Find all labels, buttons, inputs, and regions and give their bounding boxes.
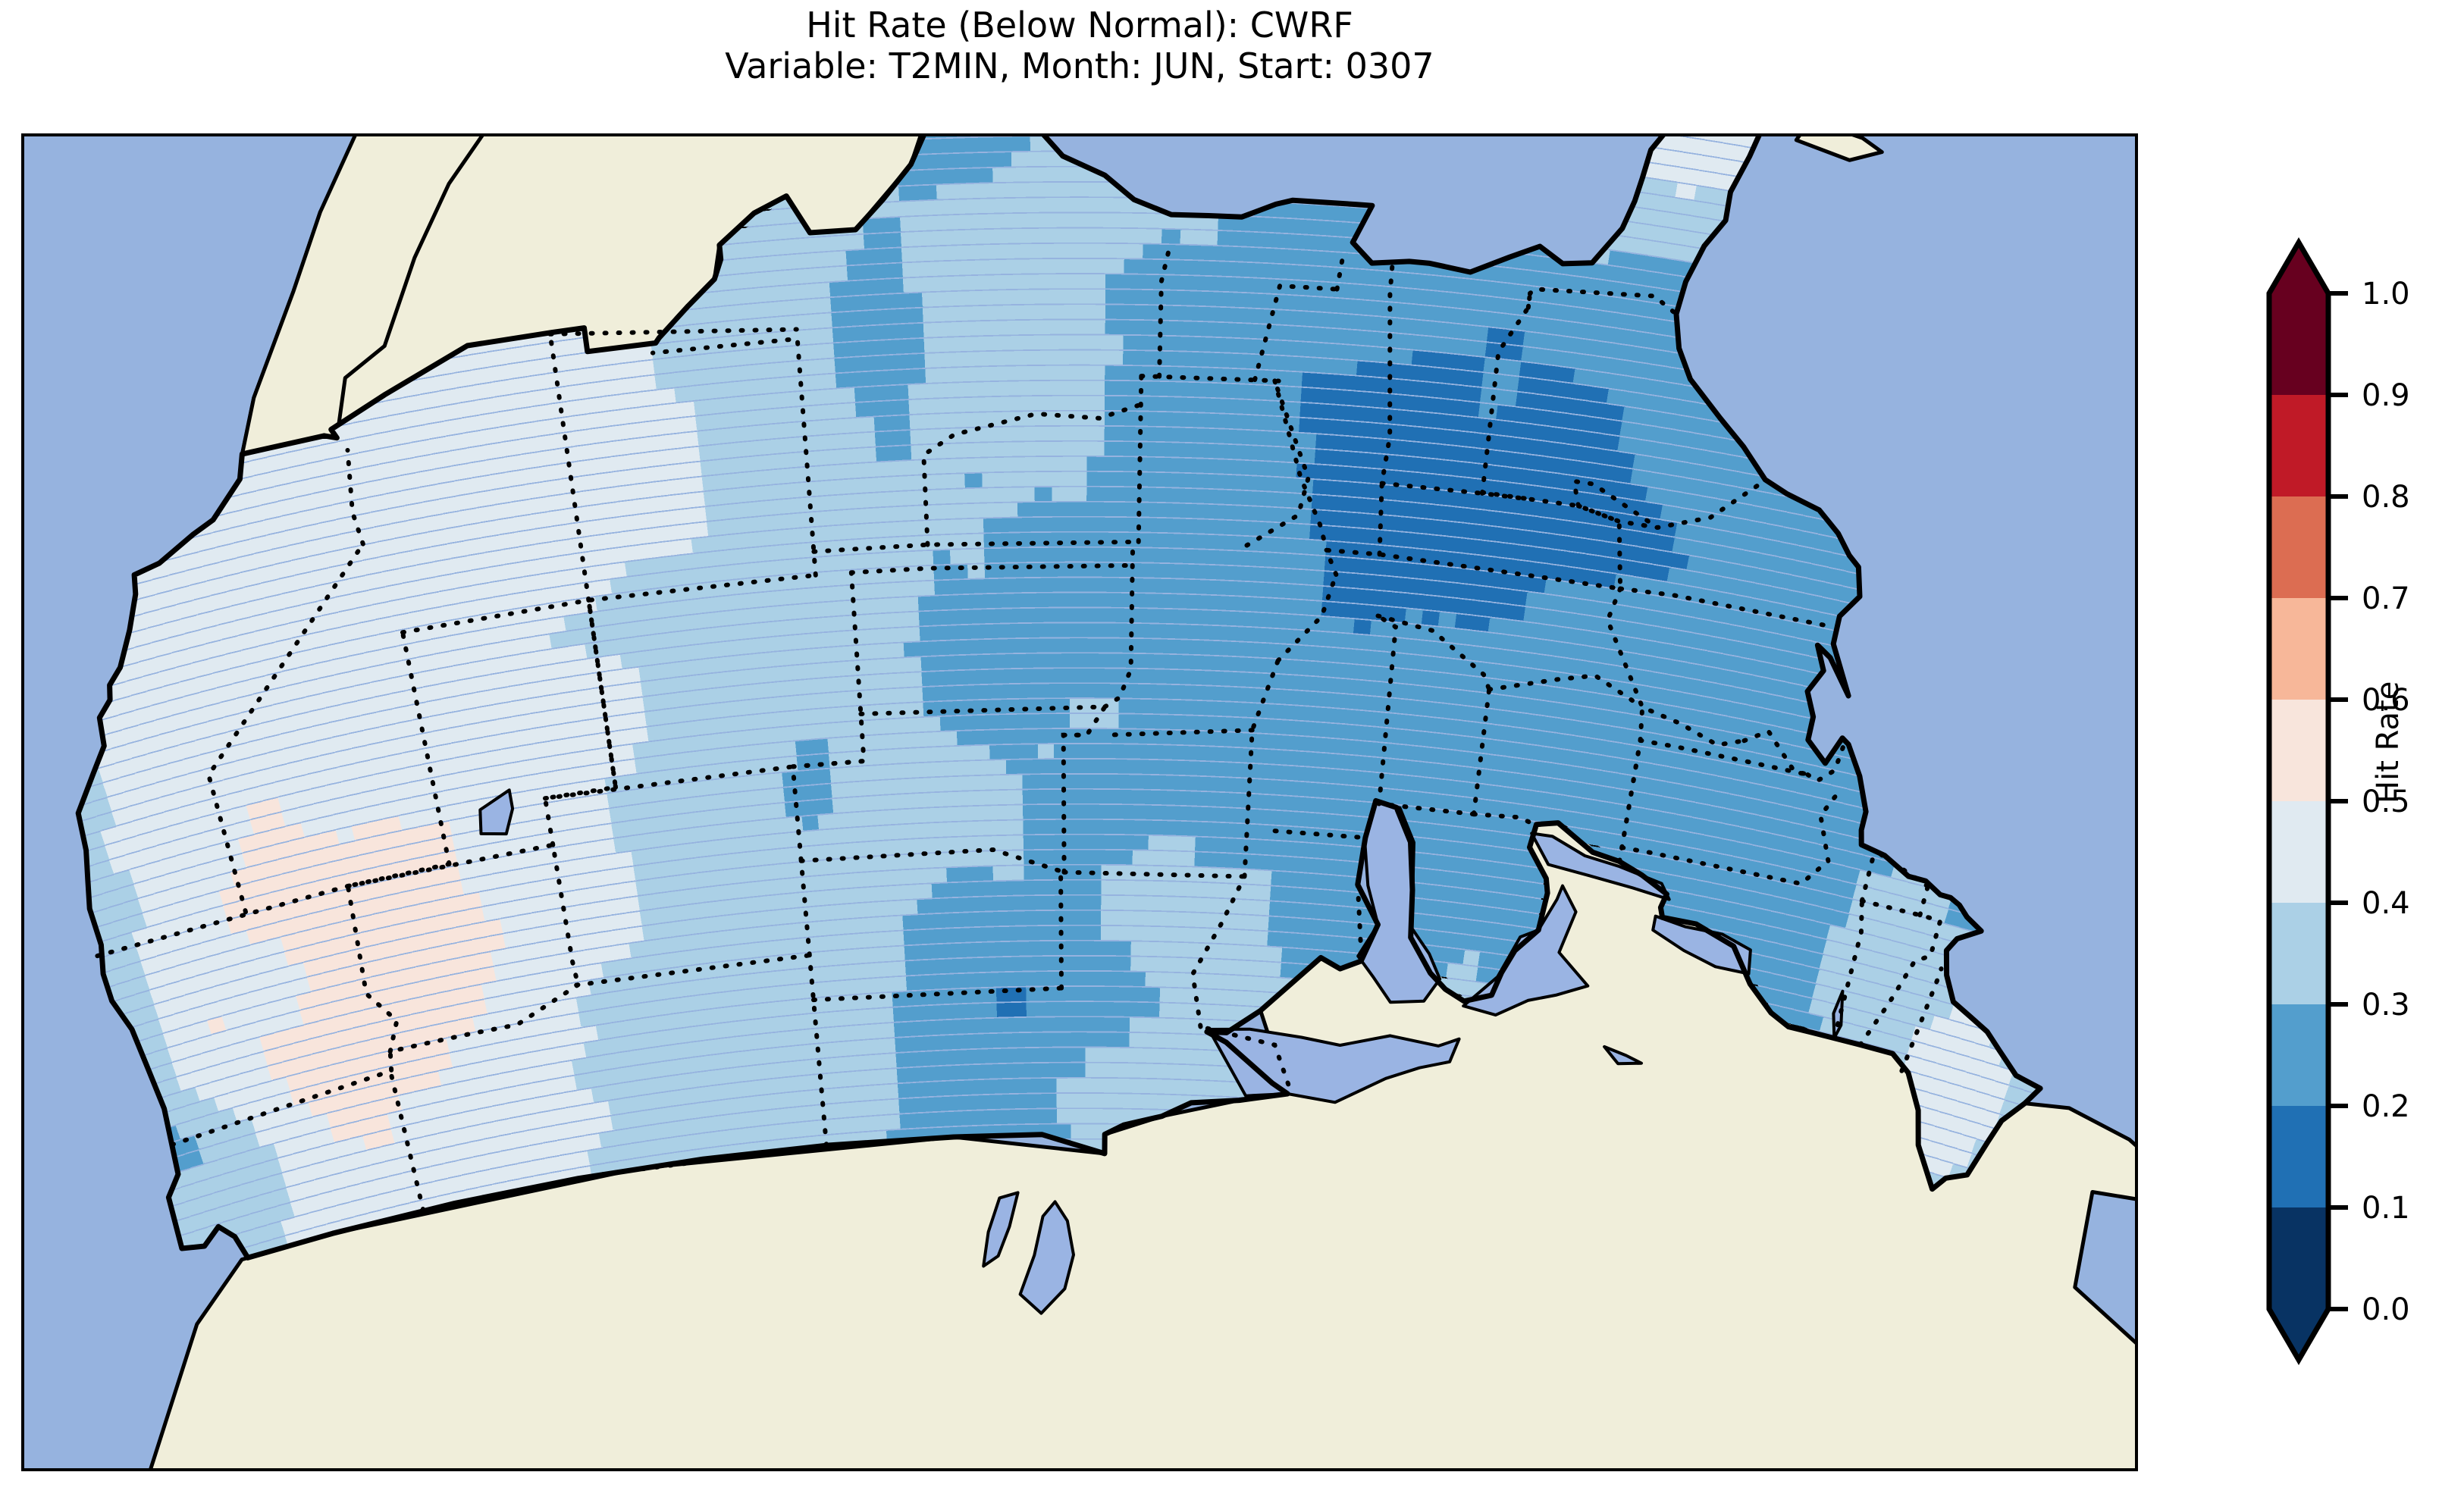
- colorbar-bins: [2269, 243, 2328, 1360]
- colorbar-label: Hit Rate: [2371, 681, 2406, 803]
- figure-title: Hit Rate (Below Normal): CWRF Variable: …: [0, 5, 2159, 86]
- svg-text:0.3: 0.3: [2362, 988, 2410, 1023]
- svg-text:0.6: 0.6: [2362, 683, 2410, 718]
- svg-text:0.4: 0.4: [2362, 886, 2410, 921]
- svg-text:0.7: 0.7: [2362, 581, 2410, 616]
- map-canvas: [24, 136, 2135, 1468]
- svg-text:0.2: 0.2: [2362, 1089, 2410, 1124]
- svg-text:0.5: 0.5: [2362, 785, 2410, 819]
- svg-text:0.1: 0.1: [2362, 1191, 2410, 1226]
- title-line-1: Hit Rate (Below Normal): CWRF: [806, 5, 1353, 45]
- state-boundaries: [95, 240, 1944, 1213]
- colorbar[interactable]: 1.0 0.9 0.8 0.7 0.6 0.5 0.4 0.3 0.2 0.1 0.0: [2263, 235, 2464, 1372]
- svg-text:0.9: 0.9: [2362, 378, 2410, 413]
- svg-text:1.0: 1.0: [2362, 277, 2410, 312]
- colorbar-ticks: 1.0 0.9 0.8 0.7 0.6 0.5 0.4 0.3 0.2 0.1 0.0: [2328, 277, 2410, 1327]
- title-line-2: Variable: T2MIN, Month: JUN, Start: 0307: [725, 45, 1434, 86]
- colorbar-svg[interactable]: 1.0 0.9 0.8 0.7 0.6 0.5 0.4 0.3 0.2 0.1 0.0: [2263, 235, 2464, 1372]
- svg-text:0.0: 0.0: [2362, 1292, 2410, 1327]
- map-axes: [21, 133, 2138, 1471]
- svg-text:0.8: 0.8: [2362, 480, 2410, 515]
- coastlines: [75, 136, 2043, 1261]
